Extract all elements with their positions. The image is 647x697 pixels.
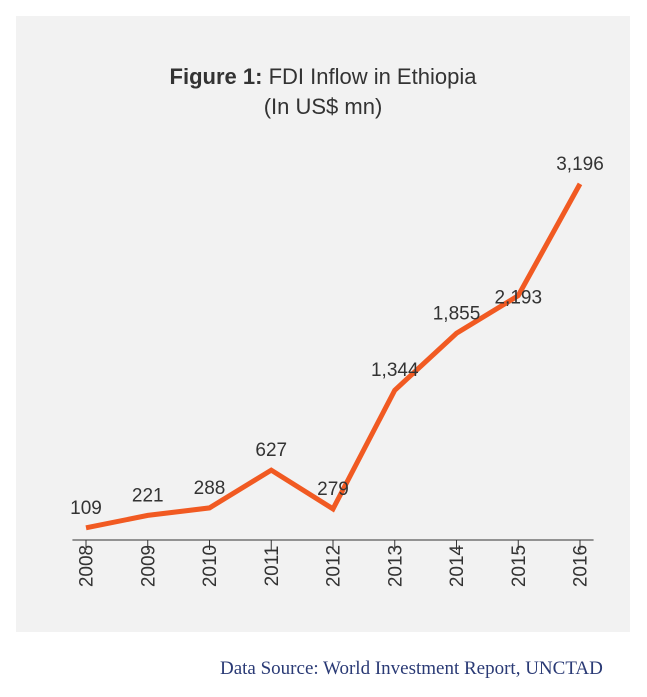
data-label: 3,196 [556,154,604,175]
data-label: 1,855 [433,303,481,324]
x-axis-label: 2013 [385,545,406,587]
chart-title: Figure 1: FDI Inflow in Ethiopia (In US$… [120,62,526,121]
title-prefix: Figure 1: [170,64,263,89]
line-chart: 1092212886272791,3441,8552,1933,19620082… [56,150,590,620]
data-label: 109 [70,498,102,519]
x-axis-label: 2016 [571,545,592,587]
data-label: 627 [255,440,287,461]
x-axis-label: 2015 [509,545,530,587]
data-label: 279 [317,479,349,500]
x-axis-label: 2014 [447,544,468,587]
data-label: 1,344 [371,360,419,381]
figure-container: Figure 1: FDI Inflow in Ethiopia (In US$… [0,0,647,697]
chart-caption: Data Source: World Investment Report, UN… [220,658,603,680]
data-label: 2,193 [494,288,542,309]
data-label: 288 [194,478,226,499]
title-rest: FDI Inflow in Ethiopia [262,64,476,89]
title-subtitle: (In US$ mn) [264,94,383,119]
x-axis-label: 2011 [262,546,283,587]
x-axis-label: 2012 [324,545,345,587]
x-axis-label: 2009 [138,545,159,587]
x-axis-label: 2010 [200,545,221,587]
data-label: 221 [132,485,164,506]
x-axis-label: 2008 [77,545,98,587]
